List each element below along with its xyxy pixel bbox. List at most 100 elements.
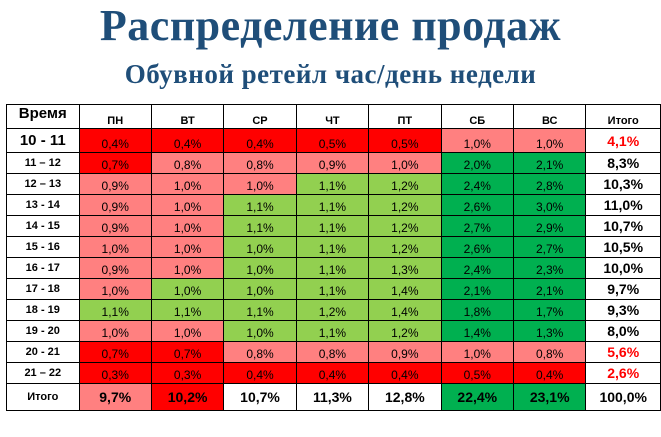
table-cell: 1,4% [368, 299, 442, 321]
table-row: 21 – 22 0,3% 0,3% 0,4% 0,4% 0,4% 0,5% 0,4% 2,6% [6, 362, 661, 384]
col-header-total: Итого [585, 104, 661, 129]
table-cell: 1,1% [295, 320, 370, 342]
table-cell: 0,7% [78, 341, 152, 363]
footer-cell: 11,3% [295, 383, 370, 411]
table-cell: 0,4% [150, 128, 225, 153]
table-cell: 1,0% [223, 320, 297, 342]
header-row: Время ПН ВТ СР ЧТ ПТ СБ ВС Итого [6, 104, 661, 129]
row-label: 13 - 14 [6, 194, 80, 216]
table-cell: 2,8% [512, 173, 587, 195]
table-row: 16 - 17 0,9% 1,0% 1,0% 1,1% 1,3% 2,4% 2,3% 10,0% [6, 257, 661, 279]
row-label: 17 - 18 [6, 278, 80, 300]
row-label: 19 - 20 [6, 320, 80, 342]
footer-cell: 23,1% [512, 383, 587, 411]
table-cell: 1,3% [512, 320, 587, 342]
table-cell: 2,7% [440, 215, 514, 237]
corner-header: Время [6, 104, 80, 129]
row-label: 16 - 17 [6, 257, 80, 279]
table-cell: 1,1% [295, 278, 370, 300]
table-cell: 1,0% [223, 257, 297, 279]
row-label: 20 - 21 [6, 341, 80, 363]
row-total: 9,7% [585, 278, 661, 300]
table-cell: 1,8% [440, 299, 514, 321]
row-total: 10,7% [585, 215, 661, 237]
table-cell: 1,1% [295, 194, 370, 216]
table-cell: 0,8% [295, 341, 370, 363]
table-cell: 0,4% [295, 362, 370, 384]
row-total: 5,6% [585, 341, 661, 363]
page-subtitle: Обувной ретейл час/день недели [124, 59, 537, 89]
table-cell: 0,8% [512, 341, 587, 363]
table-cell: 1,4% [368, 278, 442, 300]
footer-label: Итого [6, 383, 80, 411]
table-cell: 0,7% [150, 341, 225, 363]
table-cell: 0,8% [223, 341, 297, 363]
row-label: 18 - 19 [6, 299, 80, 321]
table-row: 20 - 21 0,7% 0,7% 0,8% 0,8% 0,9% 1,0% 0,8% 5,6% [6, 341, 661, 363]
table-cell: 2,6% [440, 194, 514, 216]
footer-cell: 10,7% [223, 383, 297, 411]
table-row: 19 - 20 1,0% 1,0% 1,0% 1,1% 1,2% 1,4% 1,3% 8,0% [6, 320, 661, 342]
row-label: 14 - 15 [6, 215, 80, 237]
col-header-wed: СР [223, 104, 297, 129]
table-cell: 1,2% [295, 299, 370, 321]
table-cell: 0,9% [78, 257, 152, 279]
col-header-fri: ПТ [368, 104, 442, 129]
table-cell: 1,4% [440, 320, 514, 342]
table-row: 10 - 11 0,4% 0,4% 0,4% 0,5% 0,5% 1,0% 1,0% 4,1% [6, 128, 661, 153]
row-total: 10,5% [585, 236, 661, 258]
table-cell: 1,1% [295, 173, 370, 195]
table-cell: 1,1% [223, 215, 297, 237]
table-cell: 1,1% [78, 299, 152, 321]
table-cell: 1,0% [78, 278, 152, 300]
row-total: 8,0% [585, 320, 661, 342]
table-cell: 0,4% [223, 128, 297, 153]
table-cell: 2,9% [512, 215, 587, 237]
table-row: 11 – 12 0,7% 0,8% 0,8% 0,9% 1,0% 2,0% 2,1% 8,3% [6, 152, 661, 174]
table-cell: 1,1% [223, 194, 297, 216]
table-row: 15 - 16 1,0% 1,0% 1,0% 1,1% 1,2% 2,6% 2,7% 10,5% [6, 236, 661, 258]
row-label: 10 - 11 [6, 128, 80, 153]
footer-cell: 22,4% [440, 383, 514, 411]
table-cell: 1,1% [150, 299, 225, 321]
table-cell: 1,0% [223, 278, 297, 300]
row-total: 11,0% [585, 194, 661, 216]
row-label: 21 – 22 [6, 362, 80, 384]
row-total: 9,3% [585, 299, 661, 321]
table-cell: 0,9% [368, 341, 442, 363]
col-header-tue: ВТ [150, 104, 225, 129]
table-cell: 0,5% [368, 128, 442, 153]
table-cell: 0,9% [295, 152, 370, 174]
table-cell: 1,2% [368, 173, 442, 195]
row-label: 12 – 13 [6, 173, 80, 195]
page-title: Распределение продаж [99, 1, 562, 50]
col-header-sat: СБ [440, 104, 514, 129]
table-cell: 1,0% [150, 320, 225, 342]
table-cell: 2,1% [440, 278, 514, 300]
col-header-sun: ВС [512, 104, 587, 129]
grand-total: 100,0% [585, 383, 661, 411]
table-row: 13 - 14 0,9% 1,0% 1,1% 1,1% 1,2% 2,6% 3,0% 11,0% [6, 194, 661, 216]
table-cell: 1,0% [150, 194, 225, 216]
table-cell: 1,1% [295, 257, 370, 279]
table-cell: 2,4% [440, 257, 514, 279]
table-cell: 1,0% [223, 236, 297, 258]
sales-distribution-table: Время ПН ВТ СР ЧТ ПТ СБ ВС Итого 10 - 11… [6, 104, 661, 411]
table-cell: 1,0% [440, 341, 514, 363]
table-cell: 0,3% [150, 362, 225, 384]
table-row: 14 - 15 0,9% 1,0% 1,1% 1,1% 1,2% 2,7% 2,9% 10,7% [6, 215, 661, 237]
table-cell: 1,0% [150, 257, 225, 279]
table-cell: 1,0% [78, 320, 152, 342]
table-cell: 1,0% [223, 173, 297, 195]
table-cell: 2,1% [512, 152, 587, 174]
table-cell: 1,7% [512, 299, 587, 321]
table-row: 12 – 13 0,9% 1,0% 1,0% 1,1% 1,2% 2,4% 2,8% 10,3% [6, 173, 661, 195]
row-total: 2,6% [585, 362, 661, 384]
table-cell: 1,0% [512, 128, 587, 153]
table-cell: 2,6% [440, 236, 514, 258]
row-total: 4,1% [585, 128, 661, 153]
table-cell: 2,7% [512, 236, 587, 258]
table-cell: 2,3% [512, 257, 587, 279]
table-cell: 0,8% [223, 152, 297, 174]
table-cell: 1,1% [295, 236, 370, 258]
